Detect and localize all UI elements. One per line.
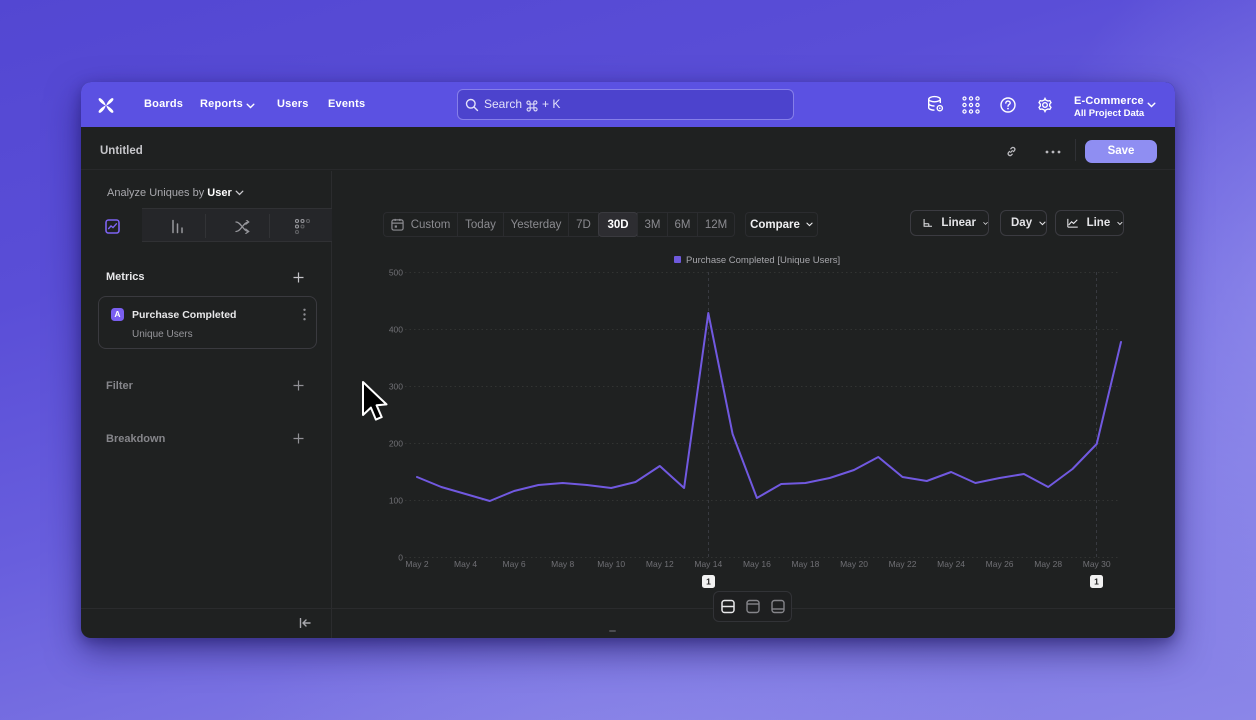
svg-text:May 8: May 8 (551, 559, 574, 569)
svg-text:500: 500 (389, 268, 403, 278)
svg-text:400: 400 (389, 325, 403, 335)
svg-text:May 4: May 4 (454, 559, 477, 569)
svg-text:300: 300 (389, 382, 403, 392)
svg-text:May 26: May 26 (986, 559, 1014, 569)
svg-text:May 12: May 12 (646, 559, 674, 569)
svg-text:0: 0 (398, 553, 403, 563)
svg-text:May 10: May 10 (597, 559, 625, 569)
svg-text:May 14: May 14 (694, 559, 722, 569)
svg-text:May 24: May 24 (937, 559, 965, 569)
svg-text:1: 1 (706, 577, 711, 587)
svg-text:1: 1 (1094, 577, 1099, 587)
svg-text:May 6: May 6 (503, 559, 526, 569)
svg-text:May 20: May 20 (840, 559, 868, 569)
svg-text:100: 100 (389, 496, 403, 506)
svg-text:May 18: May 18 (791, 559, 819, 569)
svg-text:May 28: May 28 (1034, 559, 1062, 569)
svg-text:May 2: May 2 (405, 559, 428, 569)
svg-text:May 16: May 16 (743, 559, 771, 569)
svg-text:May 30: May 30 (1083, 559, 1111, 569)
svg-text:May 22: May 22 (889, 559, 917, 569)
svg-text:200: 200 (389, 439, 403, 449)
